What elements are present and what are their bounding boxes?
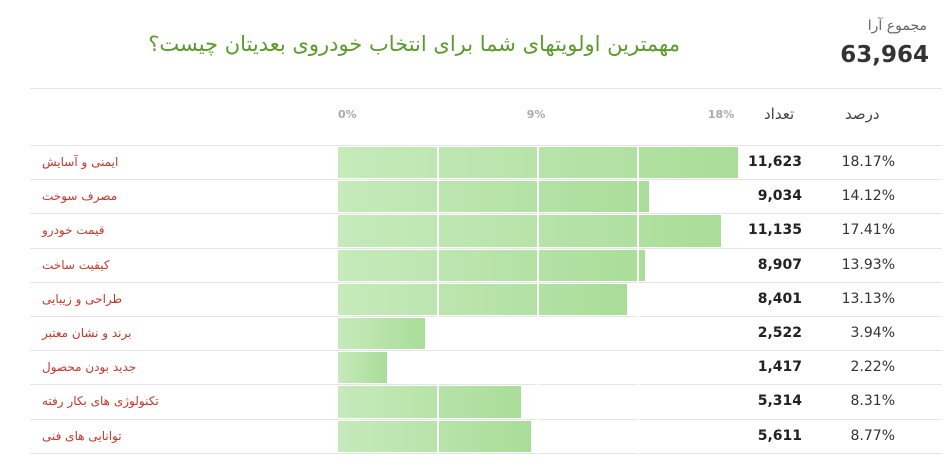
- count-label: 11,135: [747, 222, 802, 239]
- count-label: 8,907: [757, 256, 802, 273]
- count-header: تعداد: [764, 105, 795, 123]
- bar: [338, 420, 532, 452]
- percent-label: 13.13%: [841, 290, 895, 307]
- category-label: برند و نشان معتبر: [42, 326, 132, 340]
- row-divider: [30, 418, 942, 420]
- percent-label: 3.94%: [850, 325, 895, 341]
- total-title: مجموع آرا: [867, 18, 927, 34]
- row-divider: [30, 350, 942, 352]
- category-label: تکنولوژی های بکار رفته: [42, 394, 159, 409]
- percent-label: 17.41%: [841, 222, 895, 239]
- count-label: 5,611: [757, 427, 802, 444]
- x-tick-label: 0%: [338, 108, 357, 121]
- bar: [338, 249, 645, 281]
- percent-header: درصد: [845, 105, 880, 123]
- total: 63,964: [840, 42, 929, 68]
- chart-title: مهمترین اولویتهای شما برای انتخاب خودروی…: [148, 32, 680, 56]
- bar: [338, 283, 628, 315]
- divider: [30, 88, 942, 89]
- x-tick-label: 9%: [526, 108, 546, 121]
- percent-label: 13.93%: [841, 256, 895, 273]
- bar: [338, 215, 722, 247]
- percent-label: 18.17%: [841, 154, 895, 170]
- bar-separator: [437, 146, 439, 454]
- category-label: طراحی و زیبایی: [42, 291, 123, 306]
- row-divider: [30, 179, 942, 181]
- percent-label: 2.22%: [850, 359, 895, 376]
- count-label: 1,417: [757, 359, 802, 376]
- row-divider: [30, 316, 942, 317]
- count-label: 5,314: [757, 393, 802, 410]
- bar: [338, 386, 521, 418]
- count-label: 9,034: [757, 188, 802, 205]
- percent-label: 8.31%: [850, 393, 895, 410]
- category-label: قیمت خودرو: [42, 223, 105, 238]
- category-label: توانایی های فنی: [42, 428, 122, 443]
- bar-separator: [637, 146, 639, 454]
- row-divider: [30, 213, 942, 215]
- row-divider: [30, 247, 942, 249]
- category-label: کیفیت ساخت: [42, 257, 110, 272]
- category-label: ایمنی و آسایش: [42, 155, 119, 169]
- bar: [338, 181, 649, 213]
- bar: [338, 318, 425, 350]
- divider: [30, 145, 942, 146]
- x-tick-label: 18%: [707, 108, 735, 121]
- row-divider: [30, 384, 942, 386]
- count-label: 8,401: [757, 290, 802, 307]
- percent-label: 14.12%: [841, 188, 895, 205]
- count-label: 2,522: [757, 325, 802, 341]
- percent-label: 8.77%: [850, 427, 895, 444]
- bar-separator: [537, 146, 539, 454]
- row-divider: [30, 281, 942, 283]
- row-divider: [30, 452, 942, 454]
- count-label: 11,623: [747, 154, 802, 170]
- category-label: جدید بودن محصول: [42, 360, 137, 375]
- bar: [338, 352, 387, 384]
- category-label: مصرف سوخت: [42, 189, 118, 204]
